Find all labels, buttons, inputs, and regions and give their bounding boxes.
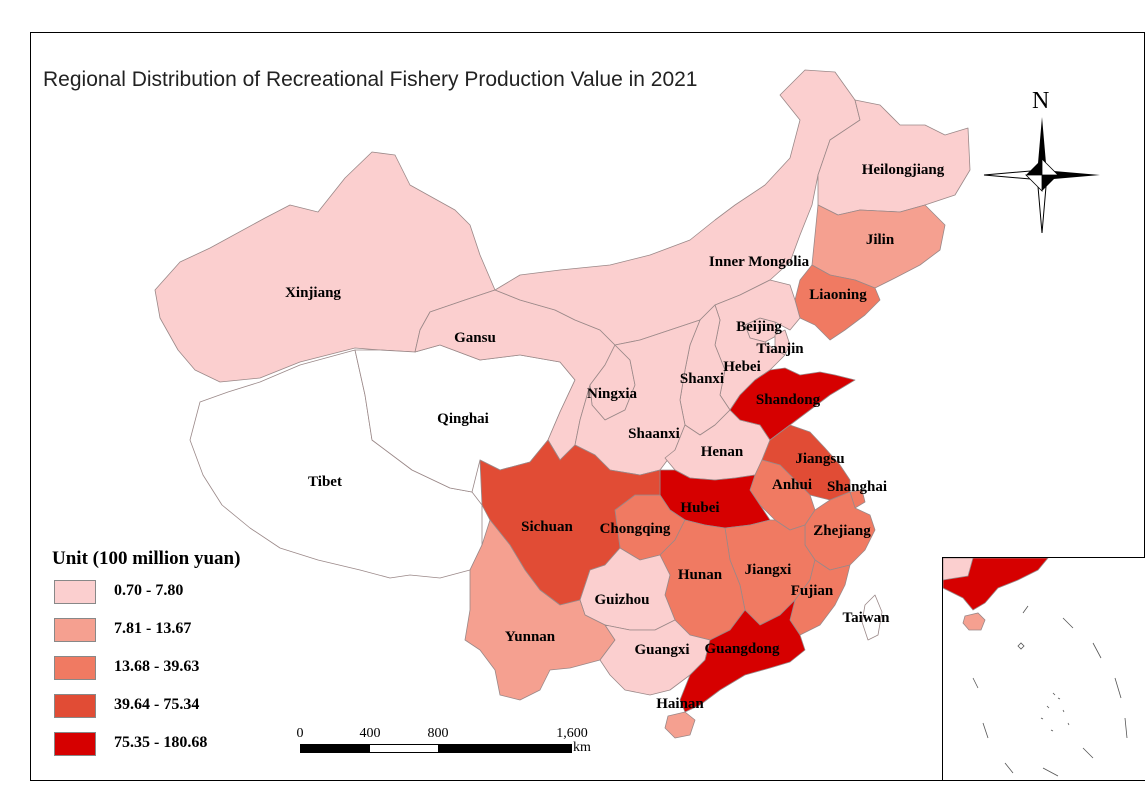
province-label-jiangxi: Jiangxi: [745, 562, 792, 578]
province-label-shanxi: Shanxi: [680, 371, 724, 387]
province-label-hebei: Hebei: [723, 359, 761, 375]
legend-swatch: [54, 732, 96, 756]
province-label-guizhou: Guizhou: [594, 592, 649, 608]
province-label-gansu: Gansu: [454, 330, 496, 346]
legend-item: 13.68 - 39.63: [52, 656, 240, 694]
province-label-hunan: Hunan: [678, 567, 723, 583]
north-arrow: [983, 117, 1100, 234]
province-label-inner-mongolia: Inner Mongolia: [709, 254, 810, 270]
province-label-sichuan: Sichuan: [521, 519, 573, 535]
legend-item: 0.70 - 7.80: [52, 580, 240, 618]
legend-swatch: [54, 580, 96, 604]
scale-tick-label: 800: [427, 726, 449, 741]
province-label-anhui: Anhui: [772, 477, 812, 493]
legend: Unit (100 million yuan) 0.70 - 7.80 7.81…: [52, 548, 240, 770]
province-label-hubei: Hubei: [680, 500, 719, 516]
province-label-taiwan: Taiwan: [843, 610, 891, 626]
province-label-henan: Henan: [701, 444, 744, 460]
south-china-sea-inset: [942, 557, 1145, 781]
region-tianjin[interactable]: [774, 329, 791, 356]
region-hainan[interactable]: [664, 711, 696, 739]
province-label-shanghai: Shanghai: [827, 479, 887, 495]
province-label-ningxia: Ningxia: [587, 386, 638, 402]
province-label-guangdong: Guangdong: [704, 641, 780, 657]
legend-swatch: [54, 694, 96, 718]
legend-swatch: [54, 618, 96, 642]
province-label-qinghai: Qinghai: [437, 411, 489, 427]
region-shandong[interactable]: [729, 367, 856, 441]
province-label-fujian: Fujian: [791, 583, 834, 599]
legend-label: 0.70 - 7.80: [114, 582, 184, 599]
province-label-beijing: Beijing: [736, 319, 782, 335]
map-title: Regional Distribution of Recreational Fi…: [43, 68, 698, 91]
legend-label: 75.35 - 180.68: [114, 734, 208, 751]
province-label-tianjin: Tianjin: [756, 341, 804, 357]
province-label-chongqing: Chongqing: [600, 521, 671, 537]
province-label-tibet: Tibet: [308, 474, 342, 490]
scale-unit: km: [573, 740, 591, 755]
legend-item: 7.81 - 13.67: [52, 618, 240, 656]
province-label-xinjiang: Xinjiang: [285, 285, 341, 301]
legend-item: 75.35 - 180.68: [52, 732, 240, 770]
province-label-jilin: Jilin: [866, 232, 895, 248]
scale-bar-graphic: [300, 744, 572, 753]
region-taiwan[interactable]: [861, 594, 883, 641]
north-label: N: [1032, 88, 1050, 114]
legend-item: 39.64 - 75.34: [52, 694, 240, 732]
scale-tick-label: 0: [296, 726, 304, 741]
scale-tick-label: 1,600: [556, 726, 588, 741]
legend-label: 13.68 - 39.63: [114, 658, 200, 675]
province-label-guangxi: Guangxi: [634, 642, 689, 658]
scale-tick-label: 400: [359, 726, 381, 741]
legend-label: 39.64 - 75.34: [114, 696, 200, 713]
province-label-yunnan: Yunnan: [505, 629, 556, 645]
inset-hainan: [962, 612, 986, 631]
province-label-zhejiang: Zhejiang: [813, 523, 871, 539]
province-label-hainan: Hainan: [656, 696, 704, 712]
province-label-heilongjiang: Heilongjiang: [862, 162, 945, 178]
province-label-shandong: Shandong: [756, 392, 821, 408]
province-label-liaoning: Liaoning: [809, 287, 867, 303]
legend-swatch: [54, 656, 96, 680]
legend-label: 7.81 - 13.67: [114, 620, 192, 637]
legend-title: Unit (100 million yuan): [52, 548, 241, 569]
province-label-shaanxi: Shaanxi: [628, 426, 680, 442]
province-label-jiangsu: Jiangsu: [795, 451, 844, 467]
inset-mainland: [943, 558, 974, 581]
